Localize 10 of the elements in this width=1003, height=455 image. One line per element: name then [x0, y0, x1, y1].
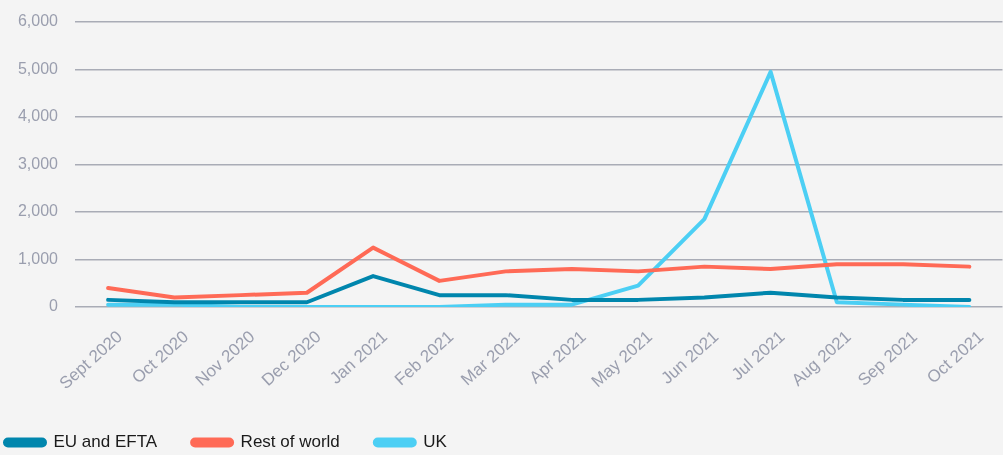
legend-label: UK [423, 432, 448, 452]
y-tick-label: 6,000 [17, 12, 59, 30]
y-tick-label: 0 [49, 297, 59, 315]
y-tick-label: 3,000 [17, 154, 59, 172]
legend-label: EU and EFTA [53, 432, 158, 452]
y-tick-label: 1,000 [17, 249, 59, 267]
legend-label: Rest of world [240, 432, 340, 452]
y-tick-label: 4,000 [17, 107, 59, 125]
y-tick-label: 2,000 [17, 202, 59, 220]
y-tick-label: 5,000 [17, 59, 59, 77]
